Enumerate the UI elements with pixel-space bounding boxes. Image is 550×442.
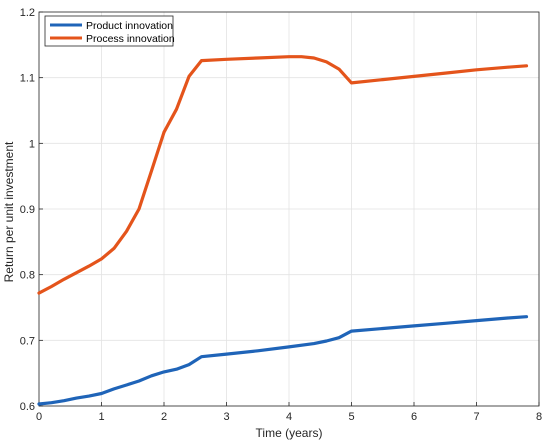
x-tick-label: 6: [411, 411, 417, 423]
x-tick-label: 3: [223, 411, 229, 423]
y-tick-label: 0.9: [20, 204, 35, 216]
y-tick-label: 1.2: [20, 7, 35, 19]
axis-ticks: 0 1 2 3 4 5 6 7 8 0.6 0.7 0.8 0.9 1 1.1 1.2: [20, 7, 542, 423]
y-axis-label: Return per unit investment: [2, 141, 16, 282]
series-line-process-innovation: [37, 55, 529, 295]
y-tick-label: 0.7: [20, 335, 35, 347]
grid: [38, 11, 540, 407]
x-tick-label: 8: [536, 411, 542, 423]
y-tick-label: 1: [29, 138, 35, 150]
x-tick-label: 4: [286, 411, 292, 423]
x-axis-label: Time (years): [256, 426, 323, 440]
legend-label-process-innovation: Process innovation: [86, 33, 175, 45]
y-tick-label: 0.8: [20, 270, 35, 282]
legend-label-product-innovation: Product innovation: [86, 20, 173, 32]
series-lines: [37, 55, 529, 406]
y-tick-label: 0.6: [20, 401, 35, 413]
x-tick-label: 7: [473, 411, 479, 423]
x-tick-label: 2: [161, 411, 167, 423]
x-tick-label: 0: [36, 411, 42, 423]
x-tick-label: 1: [98, 411, 104, 423]
legend: Product innovation Process innovation: [44, 15, 175, 47]
y-tick-label: 1.1: [20, 73, 35, 85]
x-tick-label: 5: [348, 411, 354, 423]
legend-box: [44, 15, 174, 47]
series-line-product-innovation: [37, 315, 529, 406]
